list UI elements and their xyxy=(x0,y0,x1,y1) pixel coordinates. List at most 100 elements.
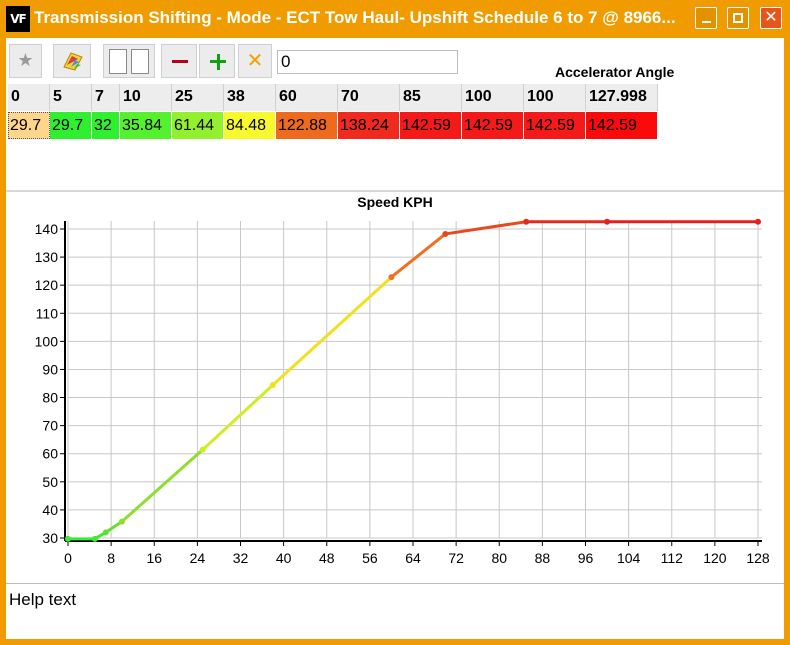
x-tick-label: 120 xyxy=(703,550,727,566)
star-icon: ★ xyxy=(17,50,34,70)
minimize-icon xyxy=(702,21,711,23)
close-button[interactable]: ✕ xyxy=(760,7,782,29)
cross-icon: ✕ xyxy=(246,50,264,72)
table-cell[interactable]: 122.88 xyxy=(276,112,338,139)
y-tick-label: 140 xyxy=(35,221,59,237)
x-tick-label: 40 xyxy=(276,550,292,566)
x-tick-label: 88 xyxy=(535,550,551,566)
data-point xyxy=(523,218,530,225)
title-bar: VF Transmission Shifting - Mode - ECT To… xyxy=(0,0,790,38)
series-line-segment xyxy=(443,220,528,236)
data-point xyxy=(118,518,125,525)
help-panel: Help text xyxy=(6,583,784,639)
column-header[interactable]: 25 xyxy=(172,84,224,111)
x-tick-label: 64 xyxy=(405,550,421,566)
y-tick-label: 120 xyxy=(35,277,59,293)
column-header[interactable]: 100 xyxy=(462,84,524,111)
speed-chart: 0 8 16 24 32 40 48 56 64 72 80 88 96 104 112 120 128 30 40… xyxy=(35,218,770,566)
series-line-segment xyxy=(104,520,124,534)
x-tick-label: 104 xyxy=(617,550,641,566)
series-line-segment xyxy=(271,275,393,387)
remove-button[interactable] xyxy=(161,44,197,78)
data-point xyxy=(65,535,71,542)
y-tick-label: 80 xyxy=(42,390,58,406)
column-header[interactable]: 38 xyxy=(224,84,276,111)
x-tick-label: 32 xyxy=(233,550,249,566)
x-tick-label: 72 xyxy=(448,550,464,566)
column-header[interactable]: 7 xyxy=(92,84,120,111)
data-table: 0 5 7 10 25 38 60 70 85 100 100 127.998 … xyxy=(6,82,784,190)
value-input[interactable] xyxy=(277,50,458,74)
add-button[interactable] xyxy=(199,44,235,78)
clear-button[interactable]: ✕ xyxy=(238,44,272,78)
panel-splitter[interactable] xyxy=(6,190,784,192)
column-header[interactable]: 70 xyxy=(338,84,400,111)
y-tick-label: 50 xyxy=(42,474,58,490)
data-point xyxy=(102,529,109,536)
favorite-button[interactable]: ★ xyxy=(9,44,42,78)
column-axis-label: Accelerator Angle xyxy=(555,64,675,80)
x-tick-label: 56 xyxy=(362,550,378,566)
window-frame-left xyxy=(0,38,6,645)
table-cell[interactable]: 142.59 xyxy=(400,112,462,139)
column-header[interactable]: 85 xyxy=(400,84,462,111)
window-title: Transmission Shifting - Mode - ECT Tow H… xyxy=(34,8,676,27)
series-line-segment xyxy=(120,448,205,524)
data-point xyxy=(442,230,449,237)
table-cell-selected[interactable]: 29.7 xyxy=(8,112,50,139)
x-tick-label: 96 xyxy=(578,550,594,566)
maximize-icon xyxy=(733,13,743,23)
color-palette-icon xyxy=(63,52,83,71)
data-point xyxy=(754,218,761,225)
copy-pages-button[interactable] xyxy=(103,44,155,78)
table-cell[interactable]: 142.59 xyxy=(462,112,524,139)
table-cell[interactable]: 35.84 xyxy=(120,112,172,139)
column-header[interactable]: 10 xyxy=(120,84,172,111)
help-text: Help text xyxy=(9,590,77,609)
column-header[interactable]: 60 xyxy=(276,84,338,111)
table-cell[interactable]: 138.24 xyxy=(338,112,400,139)
table-cell[interactable]: 61.44 xyxy=(172,112,224,139)
y-tick-label: 90 xyxy=(42,361,58,377)
maximize-button[interactable] xyxy=(727,7,749,29)
data-point xyxy=(388,274,395,281)
x-tick-label: 24 xyxy=(190,550,206,566)
series-line-segment xyxy=(201,383,275,452)
plus-icon-vertical xyxy=(216,54,220,70)
table-cell[interactable]: 142.59 xyxy=(586,112,658,139)
series-line-segment xyxy=(389,232,447,279)
column-header[interactable]: 0 xyxy=(8,84,50,111)
x-tick-label: 112 xyxy=(661,550,684,566)
table-cell[interactable]: 29.7 xyxy=(50,112,92,139)
data-point xyxy=(91,535,98,542)
column-header[interactable]: 127.998 xyxy=(586,84,658,111)
column-header[interactable]: 5 xyxy=(50,84,92,111)
copy-pages-icon xyxy=(109,49,127,74)
y-tick-label: 30 xyxy=(42,530,58,546)
y-tick-label: 70 xyxy=(42,418,58,434)
table-cell[interactable]: 142.59 xyxy=(524,112,586,139)
x-tick-label: 80 xyxy=(491,550,507,566)
toolbar: ★ ✕ Accelerator Angle xyxy=(6,38,784,82)
data-point xyxy=(604,218,611,225)
y-tick-label: 40 xyxy=(42,502,58,518)
minus-icon xyxy=(172,60,188,63)
app-logo-icon: VF xyxy=(6,6,30,32)
x-tick-label: 16 xyxy=(146,550,162,566)
table-cell[interactable]: 84.48 xyxy=(224,112,276,139)
x-tick-label: 48 xyxy=(319,550,335,566)
page-icon xyxy=(131,49,149,74)
chart-title: Speed KPH xyxy=(357,194,433,210)
chart-panel: Speed KPH 0 8 16 24 32 40 48 56 64 72 80 88 96 104 112… xyxy=(6,192,784,582)
y-tick-label: 100 xyxy=(35,333,59,349)
minimize-button[interactable] xyxy=(695,7,717,29)
color-palette-button[interactable] xyxy=(53,44,91,78)
close-icon: ✕ xyxy=(764,9,778,26)
data-point xyxy=(269,381,276,388)
x-tick-label: 8 xyxy=(107,550,115,566)
data-point xyxy=(199,446,206,453)
table-cell[interactable]: 32 xyxy=(92,112,120,139)
window-frame-right xyxy=(784,38,790,645)
column-header[interactable]: 100 xyxy=(524,84,586,111)
x-tick-label: 128 xyxy=(746,550,770,566)
